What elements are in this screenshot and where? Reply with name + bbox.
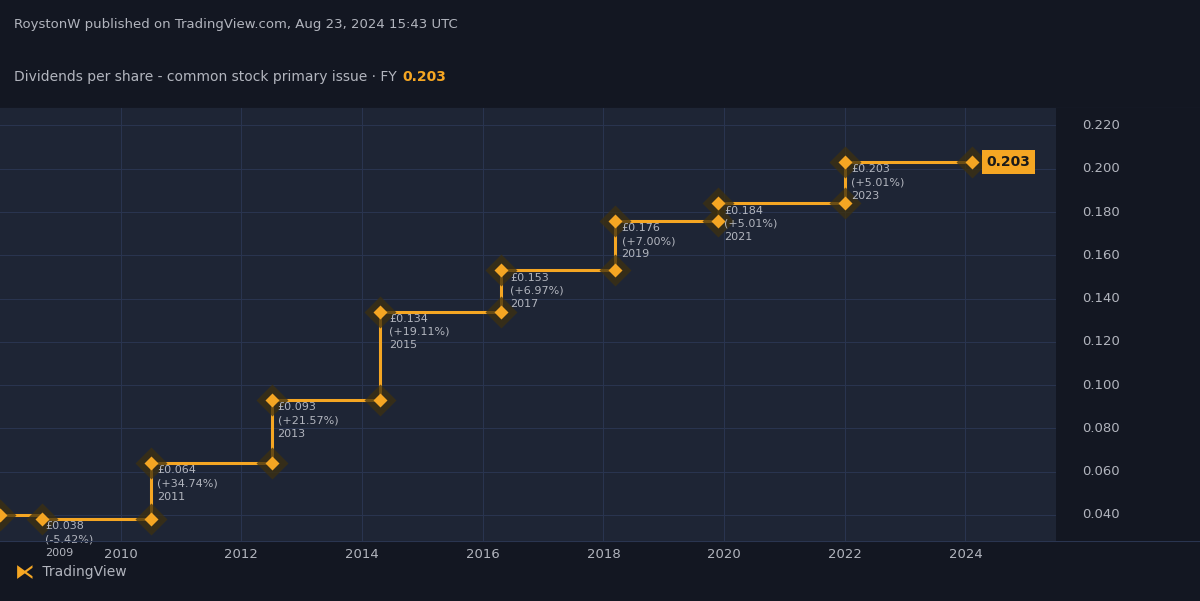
Text: 0.200: 0.200 (1082, 162, 1120, 175)
Text: £0.184
(+5.01%)
2021: £0.184 (+5.01%) 2021 (724, 206, 778, 242)
Text: ⧔: ⧔ (14, 563, 34, 582)
Text: 0.040: 0.040 (1082, 508, 1120, 522)
Text: 0.203: 0.203 (402, 70, 446, 84)
Text: £0.176
(+7.00%)
2019: £0.176 (+7.00%) 2019 (622, 223, 676, 259)
Text: Dividends per share - common stock primary issue · FY: Dividends per share - common stock prima… (14, 70, 406, 84)
Text: £0.134
(+19.11%)
2015: £0.134 (+19.11%) 2015 (389, 314, 450, 350)
Text: 0.080: 0.080 (1082, 422, 1120, 435)
Text: 0.160: 0.160 (1082, 249, 1120, 262)
Text: RoystonW published on TradingView.com, Aug 23, 2024 15:43 UTC: RoystonW published on TradingView.com, A… (14, 18, 458, 31)
Text: £0.064
(+34.74%)
2011: £0.064 (+34.74%) 2011 (157, 465, 217, 502)
Text: £0.038
(-5.42%)
2009: £0.038 (-5.42%) 2009 (46, 522, 94, 558)
Text: 0.140: 0.140 (1082, 292, 1120, 305)
Text: TradingView: TradingView (38, 565, 127, 579)
Text: 0.220: 0.220 (1082, 119, 1120, 132)
Text: 0.180: 0.180 (1082, 206, 1120, 219)
Text: £0.093
(+21.57%)
2013: £0.093 (+21.57%) 2013 (277, 403, 338, 439)
Text: 0.120: 0.120 (1082, 335, 1120, 349)
Text: 0.100: 0.100 (1082, 379, 1120, 392)
Text: £0.203
(+5.01%)
2023: £0.203 (+5.01%) 2023 (851, 165, 905, 201)
Text: £0.153
(+6.97%)
2017: £0.153 (+6.97%) 2017 (510, 273, 564, 309)
Text: 0.060: 0.060 (1082, 465, 1120, 478)
Text: 0.203: 0.203 (986, 155, 1031, 169)
